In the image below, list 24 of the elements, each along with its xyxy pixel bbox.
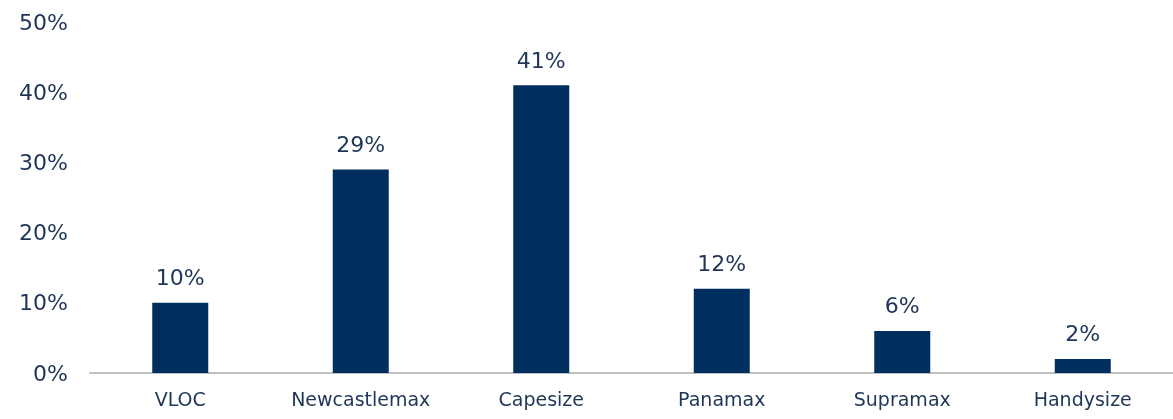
- y-tick-label: 20%: [19, 220, 68, 246]
- x-tick-label: VLOC: [154, 387, 206, 410]
- bar: [874, 330, 931, 373]
- y-tick-label: 10%: [19, 290, 68, 316]
- bar: [513, 85, 570, 373]
- data-label: 6%: [884, 293, 920, 319]
- y-tick-label: 0%: [33, 360, 68, 386]
- y-tick-label: 40%: [19, 79, 68, 105]
- data-label: 2%: [1065, 321, 1101, 347]
- y-tick-label: 50%: [19, 9, 68, 35]
- bar: [152, 302, 209, 373]
- data-label: 10%: [155, 265, 205, 291]
- bar: [332, 169, 389, 373]
- x-tick-label: Capesize: [498, 387, 584, 410]
- bar: [693, 288, 750, 373]
- x-tick-label: Handysize: [1033, 387, 1132, 410]
- x-tick-label: Supramax: [853, 387, 951, 410]
- y-tick-label: 30%: [19, 149, 68, 175]
- x-tick-label: Newcastlemax: [291, 387, 431, 410]
- data-label: 41%: [516, 47, 566, 73]
- x-tick-label: Panamax: [678, 387, 766, 410]
- data-label: 12%: [697, 251, 747, 277]
- data-label: 29%: [336, 131, 386, 157]
- bar: [1054, 358, 1111, 373]
